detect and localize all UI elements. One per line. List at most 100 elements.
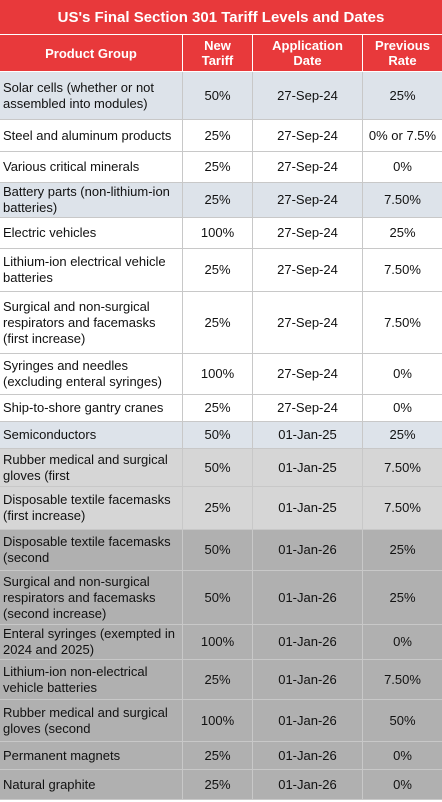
table-row: Surgical and non-surgical respirators an…: [0, 292, 442, 354]
product-cell: Battery parts (non-lithium-ion batteries…: [0, 183, 183, 217]
header-text: New Tariff: [201, 38, 234, 68]
product-cell: Ship-to-shore gantry cranes: [0, 395, 183, 421]
table-row: Solar cells (whether or not assembled in…: [0, 72, 442, 120]
table-row: Ship-to-shore gantry cranes 25% 27-Sep-24 0…: [0, 395, 442, 422]
value-cell: 7.50%: [384, 314, 421, 330]
value-cell: 100%: [183, 625, 253, 659]
value-cell: 27-Sep-24: [253, 292, 363, 353]
value-cell: 100%: [183, 354, 253, 394]
table-row: Disposable textile facemasks (first incr…: [0, 487, 442, 530]
value-cell: 25%: [389, 427, 416, 442]
value-cell: 25%: [389, 87, 416, 103]
table-row: Surgical and non-surgical respirators an…: [0, 571, 442, 625]
table-row: Enteral syringes (exempted in 2024 and 2…: [0, 625, 442, 660]
value-cell: 01-Jan-25: [253, 449, 363, 486]
table-row: Semiconductors 50% 01-Jan-25 25%: [0, 422, 442, 449]
value-cell: 100%: [183, 218, 253, 248]
table-title: US's Final Section 301 Tariff Levels and…: [0, 0, 442, 35]
table-row: Lithium-ion non-electrical vehicle batte…: [0, 660, 442, 700]
value-cell: 50%: [183, 72, 253, 119]
value-cell: 0%: [393, 400, 412, 415]
header-text: Product Group: [45, 45, 137, 61]
value-cell: 27-Sep-24: [253, 249, 363, 291]
table-row: Various critical minerals 25% 27-Sep-24 0%: [0, 152, 442, 183]
product-cell: Rubber medical and surgical gloves (seco…: [0, 700, 183, 741]
value-cell: 7.50%: [384, 459, 421, 475]
product-cell: Lithium-ion non-electrical vehicle batte…: [0, 660, 183, 699]
product-cell: Enteral syringes (exempted in 2024 and 2…: [0, 625, 183, 659]
product-cell: Rubber medical and surgical gloves (firs…: [0, 449, 183, 486]
table-row: Natural graphite 25% 01-Jan-26 0%: [0, 770, 442, 800]
value-cell: 01-Jan-26: [253, 770, 363, 799]
product-cell: Natural graphite: [0, 770, 183, 799]
value-cell: 50%: [183, 449, 253, 486]
header-cell: New Tariff: [183, 35, 253, 71]
value-cell: 0%: [393, 366, 412, 381]
table-row: Permanent magnets 25% 01-Jan-26 0%: [0, 742, 442, 770]
value-cell: 25%: [183, 742, 253, 769]
value-cell: 25%: [389, 225, 416, 240]
product-cell: Solar cells (whether or not assembled in…: [0, 72, 183, 119]
table-row: Electric vehicles 100% 27-Sep-24 25%: [0, 218, 442, 249]
value-cell: 27-Sep-24: [253, 354, 363, 394]
value-cell: 25%: [183, 770, 253, 799]
value-cell: 01-Jan-26: [253, 700, 363, 741]
value-cell: 100%: [183, 700, 253, 741]
value-cell: 25%: [183, 660, 253, 699]
value-cell: 01-Jan-26: [253, 625, 363, 659]
header-cell: Product Group: [0, 35, 183, 71]
header-cell: Application Date: [253, 35, 363, 71]
value-cell: 27-Sep-24: [253, 183, 363, 217]
value-cell: 50%: [183, 530, 253, 570]
header-row: Product Group New Tariff Application Dat…: [0, 35, 442, 72]
product-cell: Surgical and non-surgical respirators an…: [0, 571, 183, 624]
value-cell: 25%: [183, 152, 253, 182]
value-cell: 25%: [183, 183, 253, 217]
header-cell: Previous Rate: [363, 35, 442, 71]
table-row: Lithium-ion electrical vehicle batteries…: [0, 249, 442, 292]
value-cell: 01-Jan-26: [253, 571, 363, 624]
value-cell: 0%: [393, 159, 412, 174]
value-cell: 0%: [393, 747, 412, 763]
value-cell: 50%: [389, 712, 416, 728]
value-cell: 27-Sep-24: [253, 395, 363, 421]
product-cell: Semiconductors: [0, 422, 183, 448]
product-cell: Lithium-ion electrical vehicle batteries: [0, 249, 183, 291]
product-cell: Various critical minerals: [0, 152, 183, 182]
table-row: Rubber medical and surgical gloves (seco…: [0, 700, 442, 742]
product-cell: Electric vehicles: [0, 218, 183, 248]
value-cell: 0%: [393, 776, 412, 792]
value-cell: 25%: [183, 292, 253, 353]
value-cell: 25%: [183, 487, 253, 529]
value-cell: 7.50%: [384, 671, 421, 687]
value-cell: 27-Sep-24: [253, 218, 363, 248]
header-text: Previous Rate: [375, 38, 430, 68]
value-cell: 01-Jan-26: [253, 742, 363, 769]
product-cell: Surgical and non-surgical respirators an…: [0, 292, 183, 353]
value-cell: 7.50%: [384, 262, 421, 277]
table-row: Battery parts (non-lithium-ion batteries…: [0, 183, 442, 218]
table-row: Disposable textile facemasks (second 50% 0…: [0, 530, 442, 571]
product-cell: Steel and aluminum products: [0, 120, 183, 151]
value-cell: 7.50%: [384, 192, 421, 207]
value-cell: 01-Jan-26: [253, 660, 363, 699]
table-row: Syringes and needles (excluding enteral …: [0, 354, 442, 395]
value-cell: 27-Sep-24: [253, 72, 363, 119]
product-cell: Syringes and needles (excluding enteral …: [0, 354, 183, 394]
value-cell: 25%: [183, 249, 253, 291]
value-cell: 0%: [393, 634, 412, 649]
table-row: Rubber medical and surgical gloves (firs…: [0, 449, 442, 487]
product-cell: Permanent magnets: [0, 742, 183, 769]
value-cell: 25%: [389, 589, 416, 605]
product-cell: Disposable textile facemasks (first incr…: [0, 487, 183, 529]
value-cell: 01-Jan-25: [253, 487, 363, 529]
table-row: Steel and aluminum products 25% 27-Sep-24 0…: [0, 120, 442, 152]
value-cell: 01-Jan-26: [253, 530, 363, 570]
table-body: Solar cells (whether or not assembled in…: [0, 72, 442, 800]
value-cell: 27-Sep-24: [253, 152, 363, 182]
value-cell: 7.50%: [384, 500, 421, 515]
value-cell: 25%: [389, 542, 416, 557]
value-cell: 25%: [183, 395, 253, 421]
header-text: Application Date: [272, 38, 343, 68]
